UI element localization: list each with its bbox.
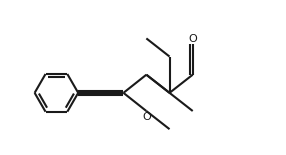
Text: O: O	[188, 34, 197, 44]
Text: O: O	[142, 112, 151, 122]
